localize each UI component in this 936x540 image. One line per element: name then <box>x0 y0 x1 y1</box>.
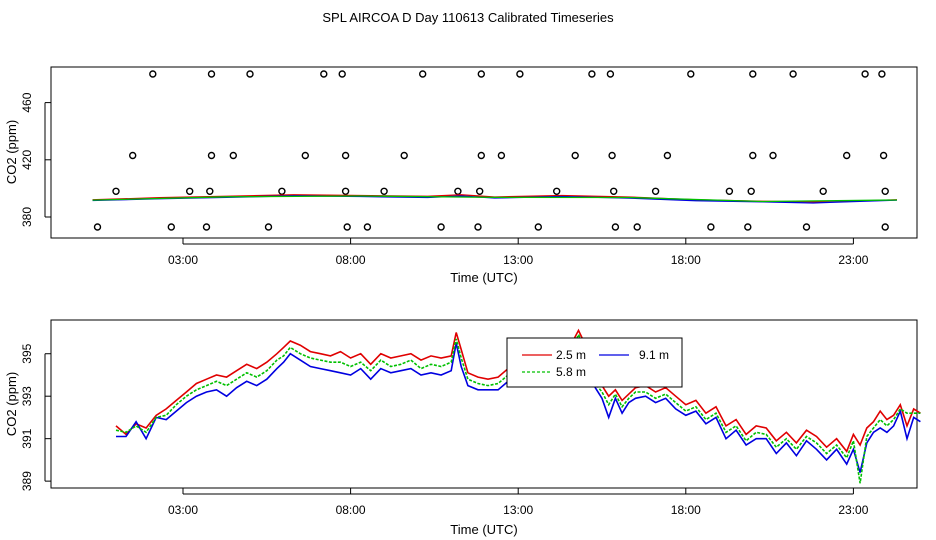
series-line-5-8-m <box>115 332 921 484</box>
data-point <box>802 223 811 231</box>
data-point <box>338 70 346 78</box>
data-point <box>651 187 660 196</box>
data-point <box>749 151 757 160</box>
y-tick-label: 391 <box>20 428 34 448</box>
data-point <box>571 151 579 160</box>
data-point <box>725 187 734 196</box>
x-tick-label: 13:00 <box>503 253 533 267</box>
data-point <box>343 223 351 231</box>
lower-y-axis-label: CO2 (ppm) <box>4 372 19 436</box>
data-point <box>278 187 286 196</box>
data-point <box>861 70 869 78</box>
upper-x-axis-label: Time (UTC) <box>450 270 517 285</box>
data-point <box>878 70 886 78</box>
data-point <box>588 70 596 78</box>
data-point <box>610 187 618 196</box>
data-point <box>663 151 672 160</box>
data-point <box>881 223 889 231</box>
data-point <box>611 223 620 231</box>
data-point <box>516 70 524 78</box>
data-point <box>341 187 350 196</box>
data-point <box>843 151 851 160</box>
upper-y-axis-label: CO2 (ppm) <box>4 120 19 184</box>
x-tick-label: 03:00 <box>168 253 198 267</box>
y-tick-label: 395 <box>20 343 34 363</box>
lower-panel: 03:00 08:00 13:00 18:00 23:00 389 391 393 395 Ti… <box>4 319 921 537</box>
data-point <box>264 223 273 231</box>
legend-label-2-5m: 2.5 m <box>556 348 586 362</box>
upper-panel: 03:00 08:00 13:00 18:00 23:00 380 420 460 Time … <box>4 66 918 285</box>
data-point <box>207 70 216 78</box>
data-point <box>112 187 120 196</box>
upper-plot-frame <box>50 66 918 239</box>
data-point <box>202 223 211 231</box>
data-point <box>608 151 616 160</box>
legend: 2.5 m 9.1 m 5.8 m <box>506 337 683 388</box>
legend-label-5-8m: 5.8 m <box>556 365 586 379</box>
lower-plot-axes: 03:00 08:00 13:00 18:00 23:00 389 391 393 395 <box>20 343 869 517</box>
x-tick-label: 08:00 <box>336 253 366 267</box>
y-tick-label: 389 <box>20 471 34 491</box>
data-point <box>749 70 757 78</box>
upper-series-line-3 <box>92 195 898 203</box>
data-point <box>606 70 615 78</box>
data-point <box>419 70 427 78</box>
upper-plot-marks <box>92 70 898 231</box>
data-point <box>229 151 238 160</box>
data-point <box>633 223 641 231</box>
data-point <box>167 223 176 231</box>
data-point <box>363 223 372 231</box>
x-tick-label: 13:00 <box>503 503 533 517</box>
data-point <box>437 223 445 231</box>
x-tick-label: 18:00 <box>671 503 701 517</box>
data-point <box>454 187 462 196</box>
data-point <box>320 70 328 78</box>
data-point <box>93 223 102 231</box>
x-tick-label: 08:00 <box>336 503 366 517</box>
data-point <box>769 151 777 160</box>
data-point <box>400 151 408 160</box>
data-point <box>747 187 755 196</box>
data-point <box>380 187 388 196</box>
x-tick-label: 18:00 <box>671 253 701 267</box>
y-tick-label: 393 <box>20 386 34 406</box>
lower-plot-frame <box>50 319 918 489</box>
y-tick-label: 460 <box>20 92 34 112</box>
data-point <box>819 187 827 196</box>
y-tick-label: 420 <box>20 149 34 169</box>
data-point <box>553 187 561 196</box>
data-point <box>879 151 888 160</box>
data-point <box>744 223 752 231</box>
data-point <box>149 70 157 78</box>
data-point <box>477 70 485 78</box>
data-point <box>477 151 485 160</box>
data-point <box>534 223 542 231</box>
data-point <box>707 223 715 231</box>
data-point <box>497 151 506 160</box>
legend-box <box>506 337 683 388</box>
data-point <box>474 223 482 231</box>
y-tick-label: 380 <box>20 207 34 227</box>
data-point <box>476 187 484 196</box>
chart-title: SPL AIRCOA D Day 110613 Calibrated Times… <box>322 10 614 25</box>
legend-label-9-1m: 9.1 m <box>639 348 669 362</box>
data-point <box>206 187 214 196</box>
data-point <box>246 70 254 78</box>
x-tick-label: 23:00 <box>838 253 868 267</box>
data-point <box>341 151 350 160</box>
data-point <box>185 187 194 196</box>
lower-x-axis-label: Time (UTC) <box>450 522 517 537</box>
data-point <box>881 187 889 196</box>
x-tick-label: 23:00 <box>838 503 868 517</box>
upper-plot-axes: 03:00 08:00 13:00 18:00 23:00 380 420 460 <box>20 92 869 267</box>
data-point <box>207 151 216 160</box>
data-point <box>128 151 137 160</box>
data-point <box>301 151 309 160</box>
data-point <box>687 70 695 78</box>
data-point <box>789 70 797 78</box>
x-tick-label: 03:00 <box>168 503 198 517</box>
